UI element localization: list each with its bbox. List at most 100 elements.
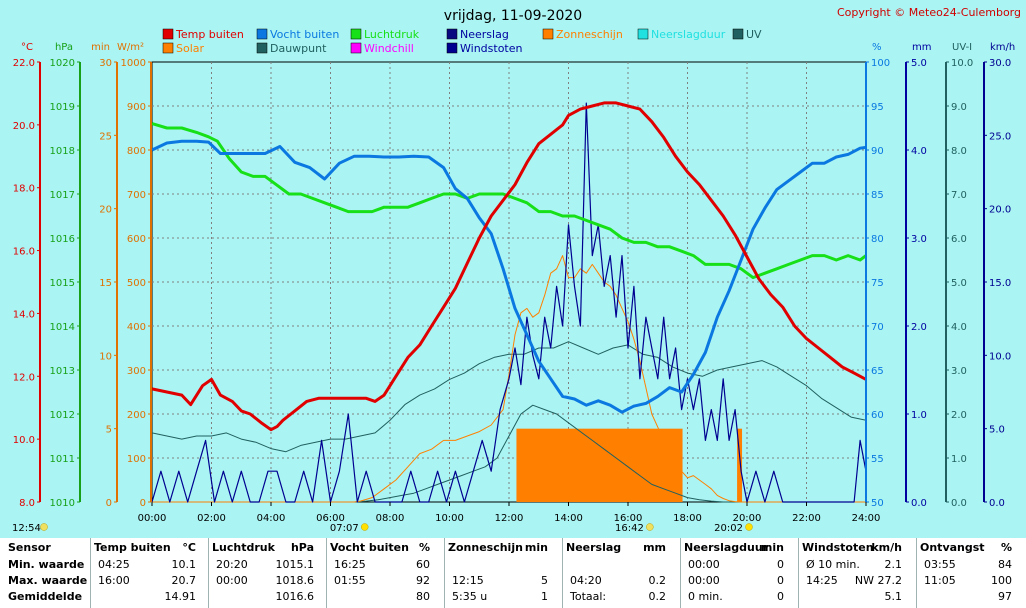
stats-cell-value: 0.2 (648, 590, 667, 603)
stats-header-unit: min (524, 541, 548, 554)
stats-column-separator (444, 538, 445, 608)
sunshine-bar (737, 428, 743, 502)
axis-tick-label: 700 (127, 190, 146, 201)
axis-tick-label: 200 (127, 410, 146, 421)
sun-marker-label: 16:42 (615, 523, 644, 534)
stats-header-unit: hPa (290, 541, 314, 554)
series-solar (152, 255, 866, 503)
axis-tick-label: 300 (127, 366, 146, 377)
stats-cell-time: 0 min. (688, 590, 723, 603)
axis-tick-label: 80 (871, 234, 884, 245)
axis-tick-label: 14.0 (13, 309, 35, 320)
legend: Temp buiten Vocht buiten Luchtdruk Neerslag… (162, 28, 762, 55)
axis-tick-label: 3.0 (951, 366, 967, 377)
legend-label: Solar (176, 42, 205, 55)
stats-column-separator (90, 538, 91, 608)
legend-label: Vocht buiten (270, 28, 339, 41)
stats-header-unit: °C (182, 541, 196, 554)
legend-swatch (542, 28, 554, 40)
stats-cell-value: 1018.6 (275, 574, 315, 587)
stats-header: Zonneschijn (448, 541, 523, 554)
axis-tick-label: 8.0 (951, 146, 967, 157)
series-dauwpunt (151, 341, 867, 453)
stats-cell-time: 00:00 (216, 574, 248, 587)
legend-swatch (446, 28, 458, 40)
sunshine-bar (516, 428, 683, 502)
axis-tick-label: 85 (871, 190, 884, 201)
axis-unit-label: mm (912, 42, 931, 53)
axis-tick-label: 16.0 (13, 247, 35, 258)
stats-header: Neerslagduur (684, 541, 769, 554)
stats-cell-time: 03:55 (924, 558, 956, 571)
axis-tick-label: 20 (99, 205, 112, 216)
axis-tick-label: 5 (106, 425, 112, 436)
x-tick-label: 06:00 (316, 513, 345, 524)
stats-cell-value: 0 (777, 558, 784, 571)
axis-tick-label: 600 (127, 234, 146, 245)
sun-marker-label: 20:02 (714, 523, 743, 534)
stats-cell-time: 00:00 (688, 558, 720, 571)
moon-icon (40, 523, 48, 531)
x-tick-label: 24:00 (852, 513, 881, 524)
stats-header-unit: min (760, 541, 784, 554)
stats-cell-value: 5 (541, 574, 548, 587)
axis-tick-label: 6.0 (951, 234, 967, 245)
legend-label: Temp buiten (175, 28, 244, 41)
x-tick-label: 10:00 (435, 513, 464, 524)
stats-cell-value: 20.7 (171, 574, 197, 587)
axis-tick-label: 22.0 (13, 58, 35, 69)
stats-cell-value: 84 (998, 558, 1012, 571)
axis-tick-label: 1018 (50, 146, 75, 157)
legend-swatch (350, 28, 362, 40)
axis-unit-label: % (872, 42, 882, 53)
series-windstoten (151, 102, 867, 503)
stats-cell-time: Ø 10 min. (806, 558, 860, 571)
legend-label: Luchtdruk (364, 28, 420, 41)
axis-tick-label: 0.0 (989, 498, 1005, 509)
axis-tick-label: 4.0 (951, 322, 967, 333)
stats-cell-time: 00:00 (688, 574, 720, 587)
stats-cell-value: 1015.1 (275, 558, 315, 571)
axis-tick-label: 1017 (50, 190, 75, 201)
axis-tick-label: 5.0 (951, 278, 967, 289)
legend-label: Zonneschijn (556, 28, 623, 41)
axis-tick-label: 1012 (50, 410, 75, 421)
axis-tick-label: 1010 (50, 498, 75, 509)
stats-cell-time: 04:25 (98, 558, 130, 571)
stats-row-label: Min. waarde (8, 558, 85, 571)
stats-cell-value: 92 (416, 574, 430, 587)
stats-header-unit: % (1000, 541, 1012, 554)
sun-marker-label: 12:54 (12, 523, 41, 534)
axis-unit-label: km/h (990, 42, 1015, 53)
axis-tick-label: 12.0 (13, 372, 35, 383)
x-tick-label: 18:00 (673, 513, 702, 524)
sun-marker-label: 07:07 (330, 523, 359, 534)
axis-tick-label: 1.0 (911, 410, 927, 421)
stats-column-separator (326, 538, 327, 608)
stats-cell-value: 0 (777, 590, 784, 603)
stats-cell-value: 100 (991, 574, 1012, 587)
axis-tick-label: 100 (127, 454, 146, 465)
stats-header-unit: % (418, 541, 430, 554)
axis-tick-label: 100 (871, 58, 890, 69)
axis-tick-label: 1.0 (951, 454, 967, 465)
axis-tick-label: 2.0 (951, 410, 967, 421)
stats-cell-value: 14.91 (164, 590, 197, 603)
moon-icon (646, 523, 654, 531)
axis-tick-label: 90 (871, 146, 884, 157)
stats-cell-time: 16:25 (334, 558, 366, 571)
series-temp-buiten (151, 101, 867, 432)
chart-title: vrijdag, 11-09-2020 (444, 8, 582, 24)
legend-label: Neerslagduur (651, 28, 726, 41)
stats-cell-time: Totaal: (570, 590, 607, 603)
legend-label: Neerslag (460, 28, 509, 41)
stats-header: Vocht buiten (330, 541, 409, 554)
stats-cell-value: 5.1 (884, 590, 903, 603)
axis-tick-label: 1011 (50, 454, 75, 465)
axis-tick-label: 60 (871, 410, 884, 421)
stats-row-label: Gemiddelde (8, 590, 83, 603)
axis-tick-label: 8.0 (19, 498, 35, 509)
stats-cell-time: 12:15 (452, 574, 484, 587)
axis-tick-label: 2.0 (911, 322, 927, 333)
stats-cell-value: NW 27.2 (854, 574, 902, 587)
